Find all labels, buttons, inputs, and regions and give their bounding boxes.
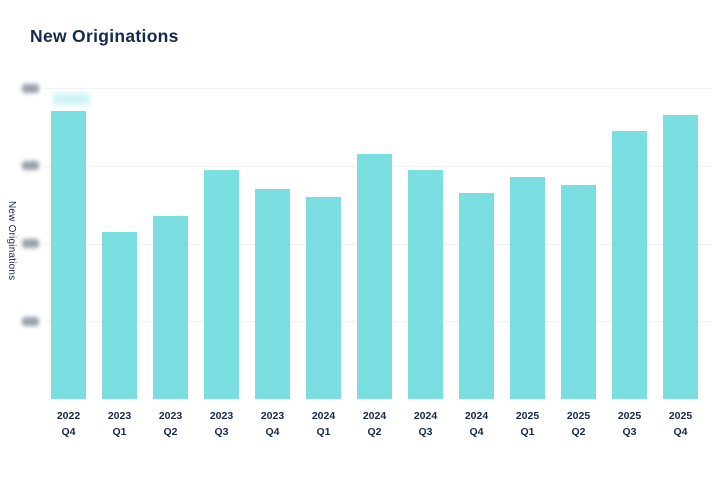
x-tick-label-2025-q2: 2025 Q2 [553,408,605,440]
y-tick-label-redacted [22,316,39,326]
x-tick-year: 2024 [362,410,387,422]
bar-2024-q2[interactable] [357,154,392,399]
x-tick-quarter: Q2 [571,426,586,438]
y-axis-title: New Originations [6,201,17,281]
x-tick-year: 2023 [260,410,285,422]
x-tick-label-2025-q4: 2025 Q4 [655,408,707,440]
bar-2023-q4[interactable] [255,189,290,399]
x-tick-year: 2024 [311,410,336,422]
x-tick-label-2025-q1: 2025 Q1 [502,408,554,440]
gridline [44,88,712,89]
y-tick-label-redacted [22,239,39,248]
y-tick-label-redacted [22,83,39,93]
x-tick-year: 2022 [56,410,81,422]
redacted-bar-label-smudge [53,93,90,105]
bar-2023-q3[interactable] [204,169,239,399]
x-tick-quarter: Q4 [265,426,280,438]
x-tick-year: 2023 [209,410,234,422]
x-tick-label-2023-q3: 2023 Q3 [196,408,248,440]
x-tick-label-2025-q3: 2025 Q3 [604,408,656,440]
x-tick-year: 2025 [668,410,693,422]
x-tick-label-2024-q4: 2024 Q4 [451,408,503,440]
x-tick-quarter: Q1 [112,426,127,438]
bar-2022-q4[interactable] [51,111,86,399]
x-tick-label-2022-q4: 2022 Q4 [43,408,95,440]
x-tick-quarter: Q2 [163,426,178,438]
bar-2025-q2[interactable] [561,185,596,399]
x-tick-year: 2023 [107,410,132,422]
x-tick-quarter: Q4 [469,426,484,438]
bar-2024-q3[interactable] [408,169,443,399]
x-tick-quarter: Q1 [316,426,331,438]
bar-2023-q2[interactable] [153,216,188,399]
bar-2025-q4[interactable] [663,115,698,399]
x-tick-quarter: Q3 [418,426,433,438]
bar-2025-q3[interactable] [612,130,647,399]
bar-2024-q1[interactable] [306,196,341,399]
x-tick-quarter: Q3 [214,426,229,438]
x-tick-year: 2023 [158,410,183,422]
x-tick-year: 2024 [413,410,438,422]
x-tick-quarter: Q3 [622,426,637,438]
x-tick-label-2023-q1: 2023 Q1 [94,408,146,440]
y-tick-label-redacted [22,161,39,171]
x-tick-year: 2025 [515,410,540,422]
x-tick-year: 2025 [566,410,591,422]
x-tick-quarter: Q4 [61,426,76,438]
x-tick-label-2024-q1: 2024 Q1 [298,408,350,440]
x-tick-quarter: Q2 [367,426,382,438]
x-tick-label-2024-q3: 2024 Q3 [400,408,452,440]
plot-area [44,88,712,399]
x-tick-label-2024-q2: 2024 Q2 [349,408,401,440]
x-tick-year: 2024 [464,410,489,422]
x-tick-quarter: Q1 [520,426,535,438]
x-tick-label-2023-q2: 2023 Q2 [145,408,197,440]
x-tick-label-2023-q4: 2023 Q4 [247,408,299,440]
chart-title: New Originations [30,26,179,46]
bar-2023-q1[interactable] [102,231,137,399]
bar-2024-q4[interactable] [459,192,494,399]
bar-2025-q1[interactable] [510,177,545,399]
x-tick-quarter: Q4 [673,426,688,438]
x-tick-year: 2025 [617,410,642,422]
